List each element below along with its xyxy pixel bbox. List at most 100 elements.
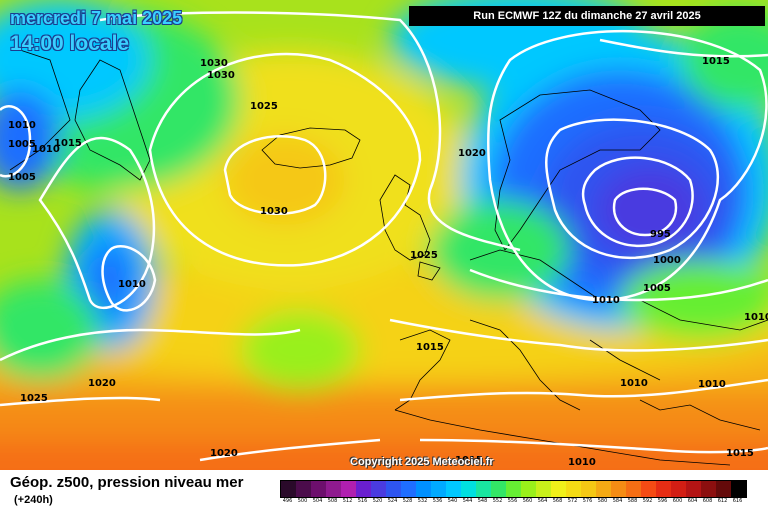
legend-swatch: [416, 481, 431, 497]
legend-swatch: [701, 481, 716, 497]
legend-swatch: [401, 481, 416, 497]
legend-swatch: [626, 481, 641, 497]
isobar-label: 1020: [458, 148, 486, 159]
legend-label: 544: [462, 498, 473, 504]
legend-swatch: [656, 481, 671, 497]
isobar-label: 1030: [207, 70, 235, 81]
legend-label: 596: [657, 498, 668, 504]
isobar-label: 1025: [20, 393, 48, 404]
isobar-label: 1015: [54, 138, 82, 149]
isobar-label: 1020: [210, 448, 238, 459]
legend-swatch: [611, 481, 626, 497]
z500-color-field: [0, 0, 768, 470]
legend-label: 496: [282, 498, 293, 504]
legend-swatch: [341, 481, 356, 497]
legend-label: 524: [387, 498, 398, 504]
legend-label: 564: [537, 498, 548, 504]
forecast-date: mercredi 7 mai 2025: [10, 8, 183, 28]
isobar-label: 1015: [726, 448, 754, 459]
copyright: Copyright 2025 Meteociel.fr: [350, 456, 494, 468]
isobar-label: 1005: [8, 172, 36, 183]
legend-label: 504: [312, 498, 323, 504]
isobars: [0, 11, 768, 462]
legend-label: 584: [612, 498, 623, 504]
forecast-time: 14:00 locale: [10, 32, 130, 55]
isobar-label: 1025: [250, 101, 278, 112]
legend-swatch: [521, 481, 536, 497]
legend-label: 604: [687, 498, 698, 504]
isobar-label: 1000: [653, 255, 681, 266]
isobar-label: 1005: [8, 139, 36, 150]
legend-label: 612: [717, 498, 728, 504]
legend-swatch: [506, 481, 521, 497]
weather-map: 1030 1030 1025 1010 1005 1010 1015 1005 …: [0, 0, 768, 470]
legend-label: 572: [567, 498, 578, 504]
legend-label: 532: [417, 498, 428, 504]
legend-label: 536: [432, 498, 443, 504]
isobar-label: 1015: [416, 342, 444, 353]
isobar-label: 1010: [744, 312, 768, 323]
legend-swatch: [596, 481, 611, 497]
isobar-label: 1010: [620, 378, 648, 389]
legend-swatch: [386, 481, 401, 497]
legend-swatch: [281, 481, 296, 497]
legend-label: 568: [552, 498, 563, 504]
legend-swatch: [356, 481, 371, 497]
legend-swatch: [551, 481, 566, 497]
legend-swatch: [686, 481, 701, 497]
isobar-label: 1005: [643, 283, 671, 294]
isobar-labels: 1030 1030 1025 1010 1005 1010 1015 1005 …: [8, 56, 768, 468]
legend-label: 512: [342, 498, 353, 504]
legend-label: 508: [327, 498, 338, 504]
run-info: Run ECMWF 12Z du dimanche 27 avril 2025: [409, 6, 765, 26]
legend-label: 592: [642, 498, 653, 504]
legend-label: 608: [702, 498, 713, 504]
isobar-label: 1030: [200, 58, 228, 69]
legend-label: 580: [597, 498, 608, 504]
legend-swatch: [431, 481, 446, 497]
color-scale-bar: [280, 480, 747, 498]
legend-label: 520: [372, 498, 383, 504]
footer-subtitle: (+240h): [14, 494, 53, 506]
legend-label: 552: [492, 498, 503, 504]
legend-swatch: [476, 481, 491, 497]
isobar-label: 1010: [8, 120, 36, 131]
legend-swatch: [311, 481, 326, 497]
isobar-label: 1025: [410, 250, 438, 261]
isobar-label: 1010: [568, 457, 596, 468]
legend-label: 560: [522, 498, 533, 504]
legend-swatch: [641, 481, 656, 497]
legend-label: 616: [732, 498, 743, 504]
legend-label: 500: [297, 498, 308, 504]
legend-label: 528: [402, 498, 413, 504]
legend-swatch: [491, 481, 506, 497]
legend-swatch: [671, 481, 686, 497]
legend-swatch: [731, 481, 746, 497]
isobar-label: 1020: [88, 378, 116, 389]
legend-label: 516: [357, 498, 368, 504]
legend-swatch: [566, 481, 581, 497]
isobar-label: 995: [650, 229, 671, 240]
legend-label: 576: [582, 498, 593, 504]
isobar-label: 1010: [32, 144, 60, 155]
footer-title: Géop. z500, pression niveau mer: [10, 474, 244, 491]
isobar-label: 1010: [118, 279, 146, 290]
legend-label: 540: [447, 498, 458, 504]
legend-swatch: [461, 481, 476, 497]
legend-label: 556: [507, 498, 518, 504]
legend-swatch: [371, 481, 386, 497]
isobar-label: 1010: [592, 295, 620, 306]
legend-swatch: [326, 481, 341, 497]
legend-swatch: [446, 481, 461, 497]
legend-swatch: [536, 481, 551, 497]
isobar-label: 1015: [455, 455, 483, 466]
isobar-label: 1030: [260, 206, 288, 217]
footer: Géop. z500, pression niveau mer (+240h) …: [0, 470, 768, 512]
legend-swatch: [581, 481, 596, 497]
color-scale-labels: 496 500 504 508 512 516 520 524 528 532 536 540 544 5…: [280, 498, 745, 504]
legend-label: 600: [672, 498, 683, 504]
legend-label: 548: [477, 498, 488, 504]
isobar-label: 1015: [702, 56, 730, 67]
legend-label: 588: [627, 498, 638, 504]
legend-swatch: [296, 481, 311, 497]
